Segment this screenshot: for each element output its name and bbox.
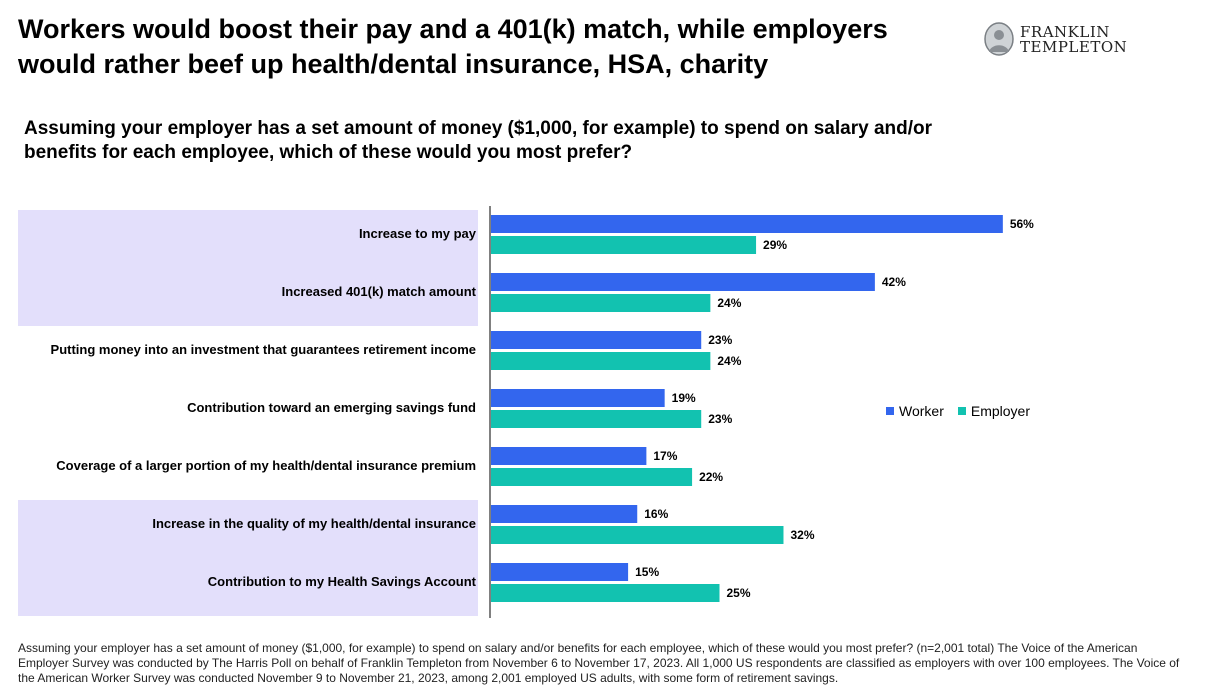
employer-bar bbox=[491, 236, 757, 254]
portrait-seal-icon bbox=[984, 22, 1014, 56]
category-label: Increase to my pay bbox=[359, 226, 477, 241]
category-label: Increased 401(k) match amount bbox=[282, 284, 477, 299]
logo-line-1: FRANKLIN bbox=[1020, 23, 1110, 41]
employer-bar bbox=[491, 294, 711, 312]
worker-bar bbox=[491, 389, 665, 407]
footnote-source: The Voice of the American Employer Surve… bbox=[18, 641, 1180, 685]
legend-item-employer: Employer bbox=[957, 403, 1030, 419]
worker-value-label: 23% bbox=[708, 333, 732, 347]
category-highlight-band bbox=[18, 500, 478, 558]
employer-value-label: 32% bbox=[790, 528, 814, 542]
footnote: Assuming your employer has a set amount … bbox=[18, 641, 1190, 686]
survey-question: Assuming your employer has a set amount … bbox=[24, 118, 933, 163]
employer-value-label: 25% bbox=[727, 586, 751, 600]
worker-value-label: 19% bbox=[672, 391, 696, 405]
legend-swatch-employer bbox=[957, 407, 966, 415]
logo-line-2: TEMPLETON bbox=[1020, 38, 1128, 56]
category-label: Contribution to my Health Savings Accoun… bbox=[208, 574, 477, 589]
legend-label-employer: Employer bbox=[970, 403, 1030, 419]
employer-value-label: 29% bbox=[763, 238, 787, 252]
worker-bar bbox=[491, 447, 647, 465]
legend-swatch-worker bbox=[886, 407, 894, 415]
legend: Worker Employer bbox=[886, 403, 1030, 419]
employer-value-label: 24% bbox=[717, 296, 741, 310]
chart-title: Workers would boost their pay and a 401(… bbox=[18, 14, 888, 79]
employer-value-label: 22% bbox=[699, 470, 723, 484]
employer-bar bbox=[491, 526, 784, 544]
employer-value-label: 24% bbox=[717, 354, 741, 368]
worker-value-label: 17% bbox=[653, 449, 677, 463]
worker-value-label: 56% bbox=[1010, 217, 1034, 231]
employer-bar bbox=[491, 468, 693, 486]
worker-value-label: 16% bbox=[644, 507, 668, 521]
franklin-templeton-logo: FRANKLIN TEMPLETON bbox=[983, 22, 1183, 58]
worker-bar bbox=[491, 331, 702, 349]
worker-bar bbox=[491, 563, 629, 581]
worker-bar bbox=[491, 215, 1003, 233]
worker-bar bbox=[491, 505, 638, 523]
employer-bar bbox=[491, 352, 711, 370]
legend-item-worker: Worker bbox=[886, 403, 944, 419]
footnote-question: Assuming your employer has a set amount … bbox=[18, 641, 995, 655]
worker-bar bbox=[491, 273, 875, 291]
category-label: Contribution toward an emerging savings … bbox=[187, 400, 476, 415]
legend-label-worker: Worker bbox=[899, 403, 944, 419]
employer-bar bbox=[491, 410, 702, 428]
category-label: Putting money into an investment that gu… bbox=[51, 342, 476, 357]
worker-value-label: 15% bbox=[635, 565, 659, 579]
worker-value-label: 42% bbox=[882, 275, 906, 289]
category-highlight-band bbox=[18, 268, 478, 326]
category-label: Coverage of a larger portion of my healt… bbox=[56, 458, 476, 473]
category-label: Increase in the quality of my health/den… bbox=[152, 516, 476, 531]
bar-chart: Increase to my pay 56% 29% Increased 401(k)… bbox=[18, 206, 1034, 618]
category-highlight-band bbox=[18, 558, 478, 616]
category-highlight-band bbox=[18, 210, 478, 268]
employer-value-label: 23% bbox=[708, 412, 732, 426]
employer-bar bbox=[491, 584, 720, 602]
